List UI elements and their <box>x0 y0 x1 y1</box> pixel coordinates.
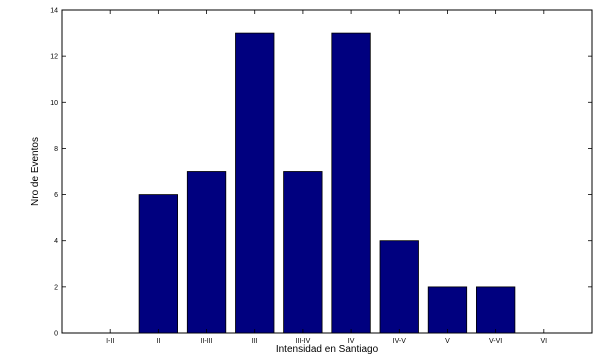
x-tick-label: VI <box>541 338 548 345</box>
bar-II-III <box>187 172 226 334</box>
bar-III-IV <box>284 172 323 334</box>
x-tick-label: II <box>156 338 160 345</box>
x-tick-label: IV-V <box>393 338 407 345</box>
y-tick-label: 8 <box>54 146 58 153</box>
y-tick-label: 6 <box>54 192 58 199</box>
bar-III <box>236 33 275 333</box>
bar-IV <box>332 33 371 333</box>
x-tick-label: V-VI <box>489 338 502 345</box>
x-tick-label: II-III <box>201 338 213 345</box>
y-tick-label: 12 <box>50 54 58 61</box>
x-tick-label: V <box>445 338 450 345</box>
y-tick-label: 4 <box>54 238 58 245</box>
y-tick-label: 0 <box>54 331 58 338</box>
y-tick-label: 2 <box>54 284 58 291</box>
y-axis-label: Nro de Eventos <box>30 137 41 206</box>
y-tick-label: 14 <box>50 8 58 15</box>
bar-II <box>139 195 178 333</box>
bar-V-VI <box>476 287 515 333</box>
x-axis-label: Intensidad en Santiago <box>276 344 379 355</box>
y-tick-label: 10 <box>50 100 58 107</box>
x-tick-label: III <box>252 338 258 345</box>
x-tick-label: I-II <box>106 338 114 345</box>
bar-V <box>428 287 467 333</box>
bar-IV-V <box>380 241 419 333</box>
